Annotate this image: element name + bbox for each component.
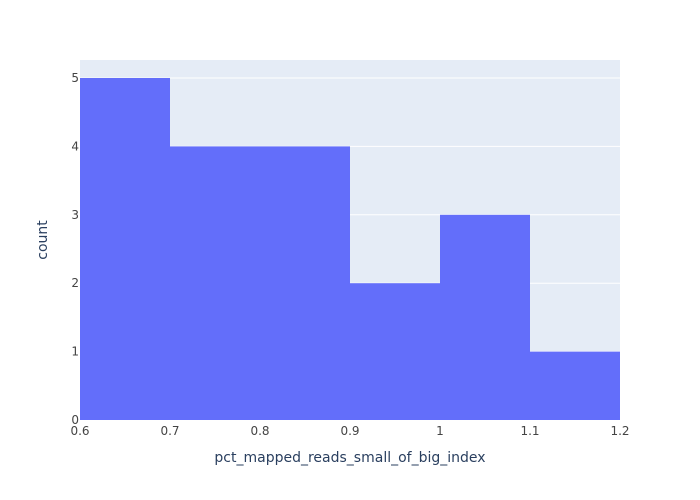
histogram-bar bbox=[350, 283, 440, 420]
histogram-bar bbox=[440, 214, 530, 420]
y-tick-label: 3 bbox=[71, 208, 79, 222]
histogram-bars bbox=[80, 77, 620, 420]
y-tick-label: 1 bbox=[71, 345, 79, 359]
x-axis-ticks: 0.6 0.7 0.8 0.9 1 1.1 1.2 bbox=[70, 424, 629, 438]
x-axis-title: pct_mapped_reads_small_of_big_index bbox=[214, 450, 485, 466]
y-tick-label: 0 bbox=[71, 413, 79, 427]
y-tick-label: 4 bbox=[71, 139, 79, 153]
x-tick-label: 0.7 bbox=[160, 424, 179, 438]
x-tick-label: 0.8 bbox=[250, 424, 269, 438]
histogram-bar bbox=[170, 146, 260, 420]
y-tick-label: 2 bbox=[71, 276, 79, 290]
x-tick-label: 1.1 bbox=[520, 424, 539, 438]
y-axis-ticks: 0 1 2 3 4 5 bbox=[71, 71, 79, 427]
histogram-bar bbox=[260, 146, 350, 420]
x-tick-label: 1.2 bbox=[610, 424, 629, 438]
y-tick-label: 5 bbox=[71, 71, 79, 85]
histogram-bar bbox=[80, 77, 170, 420]
x-tick-label: 1 bbox=[436, 424, 444, 438]
histogram-bar bbox=[530, 351, 620, 420]
x-tick-label: 0.9 bbox=[340, 424, 359, 438]
x-tick-label: 0.6 bbox=[70, 424, 89, 438]
y-axis-title: count bbox=[35, 220, 51, 260]
